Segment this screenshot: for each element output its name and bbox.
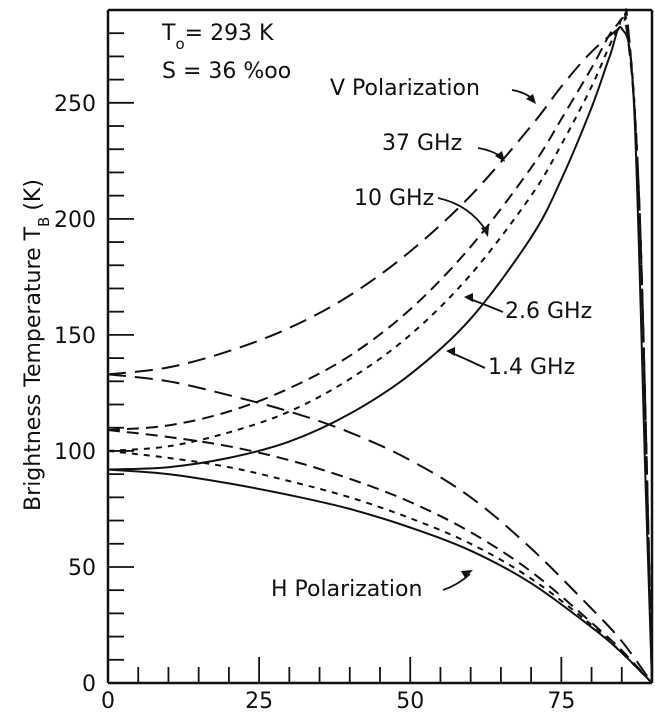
- curve-37-ghz-h: [107, 373, 653, 684]
- arrowhead-37: [495, 151, 505, 162]
- y-axis-label: Brightness Temperature TB (K): [21, 179, 53, 511]
- y-axis-label-sub: B: [35, 217, 53, 227]
- curve-10-ghz-v: [107, 17, 653, 684]
- curve-2-6-ghz-h: [107, 449, 653, 684]
- arrowhead-2-6: [464, 293, 473, 302]
- x-tick-label: 75: [547, 689, 575, 714]
- label-37ghz: 37 GHz: [382, 131, 462, 156]
- label-2-6ghz: 2.6 GHz: [505, 299, 592, 324]
- data-curves: [107, 8, 653, 684]
- arrow-1-4ghz: [451, 352, 486, 369]
- y-tick-label: 100: [54, 440, 96, 465]
- arrow-heads: [446, 94, 536, 578]
- y-tick-label: 200: [54, 208, 96, 233]
- y-axis-label-unit: (K): [21, 179, 46, 211]
- curve-10-ghz-h: [107, 429, 653, 684]
- temperature-subscript: o: [175, 35, 184, 53]
- arrowhead-v: [526, 94, 536, 104]
- y-tick-label: 150: [54, 324, 96, 349]
- arrowhead-10: [481, 226, 489, 237]
- x-tick-label: 50: [396, 689, 424, 714]
- y-axis-label-main: Brightness Temperature T: [21, 226, 46, 511]
- arrow-h-polarization: [442, 573, 471, 591]
- axis-ticks: 0 50 100 150 200 250 0 25 50 75: [54, 32, 653, 714]
- arrowhead-h: [461, 570, 473, 578]
- temperature-symbol: T: [161, 21, 176, 46]
- v-polarization-label: V Polarization: [330, 76, 480, 101]
- h-polarization-label: H Polarization: [271, 577, 422, 602]
- y-tick-label: 0: [82, 672, 96, 697]
- salinity-condition: S = 36 %oo: [162, 59, 291, 84]
- label-1-4ghz: 1.4 GHz: [488, 355, 575, 380]
- label-10ghz: 10 GHz: [354, 186, 434, 211]
- y-tick-label: 50: [68, 556, 96, 581]
- x-tick-label: 0: [101, 689, 115, 714]
- curve-1-4-ghz-h: [107, 468, 653, 684]
- arrowhead-1-4: [446, 347, 455, 356]
- x-tick-label: 25: [245, 689, 273, 714]
- curve-1-4-ghz-v: [107, 26, 653, 684]
- annotation-arrows: [437, 89, 535, 591]
- y-tick-label: 250: [54, 92, 96, 117]
- curve-37-ghz-v: [107, 8, 653, 684]
- temperature-condition: To= 293 K: [161, 21, 274, 53]
- curve-2-6-ghz-v: [107, 12, 653, 684]
- temperature-value: = 293 K: [185, 21, 274, 46]
- arrow-10ghz: [437, 197, 488, 233]
